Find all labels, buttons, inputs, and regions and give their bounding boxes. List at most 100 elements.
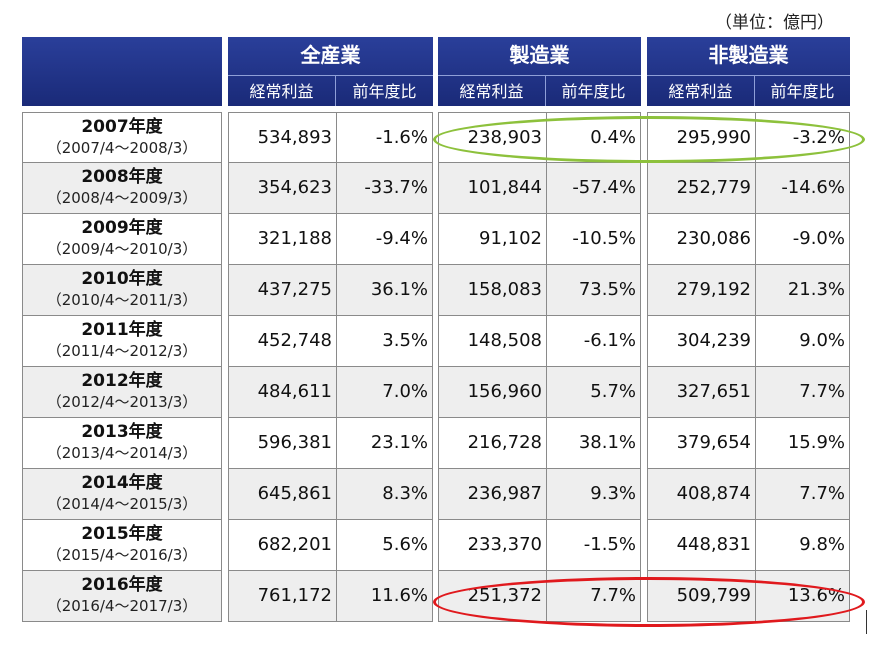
yoy-cell: -1.6% [375,127,428,148]
table-row: 304,239 9.0% [647,316,850,367]
edge-tick-mark [866,610,867,634]
group-header-all-industries: 全産業 経常利益 前年度比 [228,37,433,106]
year-cell: 2011年度 （2011/4～2012/3） [22,316,222,367]
table-row: 452,748 3.5% [228,316,433,367]
year-label: 2012年度 [81,371,163,391]
unit-label: （単位：億円） [715,13,834,33]
red-highlight-ellipse [433,577,865,627]
table-row: 645,861 8.3% [228,469,433,520]
table-row: 354,623 -33.7% [228,163,433,214]
year-cell: 2015年度 （2015/4～2016/3） [22,520,222,571]
table-row: 534,893 -1.6% [228,112,433,163]
header-corner [22,37,222,106]
year-cell: 2010年度 （2010/4～2011/3） [22,265,222,316]
column-header-profit: 経常利益 [228,75,336,106]
yoy-cell: -9.4% [375,228,428,249]
period-label: （2009/4～2010/3） [46,240,198,258]
non-manufacturing-block: 295,990 -3.2% 252,779 -14.6% 230,086 -9.0% 279… [647,112,850,622]
year-label: 2013年度 [81,422,163,442]
year-label: 2009年度 [81,218,163,238]
table-row: 682,201 5.6% [228,520,433,571]
profit-cell: 158,083 [439,265,547,315]
all-industries-block: 534,893 -1.6% 354,623 -33.7% 321,188 -9.4% 437… [228,112,433,622]
period-label: （2011/4～2012/3） [46,342,198,360]
profit-cell: 252,779 [648,163,756,213]
yoy-cell: 9.0% [799,330,845,351]
year-column: 2007年度 （2007/4～2008/3） 2008年度 （2008/4～2009/… [22,112,222,622]
table-row: 158,083 73.5% [438,265,641,316]
table-row: 252,779 -14.6% [647,163,850,214]
profit-cell: 304,239 [648,316,756,366]
yoy-cell: -10.5% [572,228,636,249]
column-header-profit: 経常利益 [647,75,755,106]
yoy-cell: 38.1% [578,432,636,453]
profit-cell: 233,370 [439,520,547,570]
column-header-profit: 経常利益 [438,75,546,106]
table-row: 379,654 15.9% [647,418,850,469]
year-label: 2007年度 [81,117,163,137]
yoy-cell: 3.5% [382,330,428,351]
period-label: （2014/4～2015/3） [46,495,198,513]
table-row: 216,728 38.1% [438,418,641,469]
year-cell: 2016年度 （2016/4～2017/3） [22,571,222,622]
year-label: 2016年度 [81,575,163,595]
yoy-cell: 7.7% [799,381,845,402]
year-label: 2015年度 [81,524,163,544]
yoy-cell: -33.7% [364,177,428,198]
period-label: （2013/4～2014/3） [46,444,198,462]
yoy-cell: 9.3% [590,483,636,504]
profit-cell: 448,831 [648,520,756,570]
profit-cell: 484,611 [229,367,337,417]
column-header-yoy: 前年度比 [336,75,433,106]
yoy-cell: 7.0% [382,381,428,402]
year-label: 2014年度 [81,473,163,493]
period-label: （2010/4～2011/3） [46,291,198,309]
year-label: 2011年度 [81,320,163,340]
table-row: 484,611 7.0% [228,367,433,418]
column-header-yoy: 前年度比 [755,75,850,106]
column-header-yoy: 前年度比 [546,75,641,106]
period-label: （2007/4～2008/3） [46,139,198,157]
yoy-cell: 73.5% [578,279,636,300]
table-row: 230,086 -9.0% [647,214,850,265]
table-row: 148,508 -6.1% [438,316,641,367]
manufacturing-block: 238,903 0.4% 101,844 -57.4% 91,102 -10.5% 158,… [438,112,641,622]
yoy-cell: 11.6% [370,585,428,606]
period-label: （2016/4～2017/3） [46,597,198,615]
year-cell: 2007年度 （2007/4～2008/3） [22,112,222,163]
year-label: 2010年度 [81,269,163,289]
group-title: 製造業 [509,43,570,67]
yoy-cell: 15.9% [787,432,845,453]
table-row: 448,831 9.8% [647,520,850,571]
table-row: 91,102 -10.5% [438,214,641,265]
profit-cell: 230,086 [648,214,756,264]
group-title: 非製造業 [708,43,789,67]
yoy-cell: -1.5% [583,534,636,555]
yoy-cell: -14.6% [781,177,845,198]
profit-cell: 354,623 [229,163,337,213]
table-row: 327,651 7.7% [647,367,850,418]
profit-cell: 236,987 [439,469,547,519]
group-title: 全産業 [300,43,361,67]
yoy-cell: 9.8% [799,534,845,555]
period-label: （2012/4～2013/3） [46,393,198,411]
yoy-cell: -9.0% [792,228,845,249]
year-label: 2008年度 [81,167,163,187]
profit-cell: 682,201 [229,520,337,570]
profit-cell: 761,172 [229,571,337,621]
year-cell: 2013年度 （2013/4～2014/3） [22,418,222,469]
profit-cell: 437,275 [229,265,337,315]
table-row: 596,381 23.1% [228,418,433,469]
year-cell: 2009年度 （2009/4～2010/3） [22,214,222,265]
profit-cell: 379,654 [648,418,756,468]
yoy-cell: 5.6% [382,534,428,555]
profit-cell: 156,960 [439,367,547,417]
profit-cell: 279,192 [648,265,756,315]
profit-cell: 216,728 [439,418,547,468]
table-row: 761,172 11.6% [228,571,433,622]
table-row: 236,987 9.3% [438,469,641,520]
yoy-cell: -57.4% [572,177,636,198]
yoy-cell: 5.7% [590,381,636,402]
year-cell: 2014年度 （2014/4～2015/3） [22,469,222,520]
profit-cell: 91,102 [439,214,547,264]
